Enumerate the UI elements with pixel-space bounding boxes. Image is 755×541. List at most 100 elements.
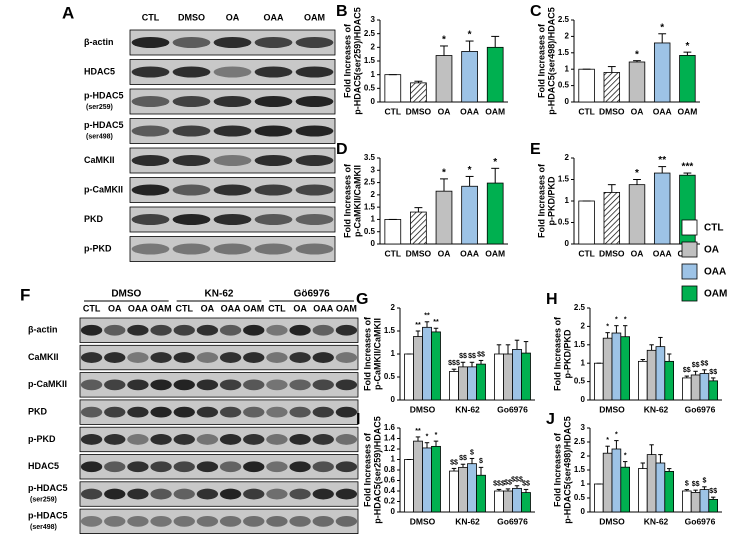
y-tick-label: 2 <box>391 303 396 312</box>
y-tick-label: 1.5 <box>574 465 586 474</box>
y-axis-label: Fold Increases of <box>342 163 352 238</box>
legend-swatch <box>681 219 698 236</box>
blot-band <box>219 434 242 445</box>
blot-band <box>213 66 252 78</box>
blot-band <box>295 243 334 255</box>
blot-band <box>243 515 265 527</box>
bar <box>494 490 504 513</box>
y-tick-label: 1.5 <box>558 175 570 184</box>
lane-label: CTL <box>268 303 286 313</box>
significance: * <box>435 432 438 439</box>
significance: $$$ <box>448 360 460 367</box>
blot-band <box>131 184 170 196</box>
blot-band <box>243 352 265 363</box>
blot-band <box>131 243 170 255</box>
blot-label: p-HDAC5 <box>28 510 68 520</box>
x-tick-label: DMSO <box>410 516 436 526</box>
blot-band <box>104 379 126 391</box>
y-tick-label: 0.4 <box>384 486 396 495</box>
y-tick-label: 3 <box>581 423 586 432</box>
y-tick-label: 3 <box>371 15 376 24</box>
blot-band <box>295 125 334 137</box>
legend-label: CTL <box>704 223 723 234</box>
blot-band <box>295 96 334 107</box>
blot-band <box>243 324 265 336</box>
bar <box>422 447 432 513</box>
significance: $$ <box>459 455 467 462</box>
blot-band <box>150 406 172 418</box>
blot-band <box>150 379 172 391</box>
blot-band <box>289 461 311 473</box>
significance: $$ <box>450 459 458 466</box>
blot-band <box>173 515 195 527</box>
blot-band <box>131 96 170 107</box>
blot-band <box>213 96 252 107</box>
bar <box>384 219 402 245</box>
bar <box>664 470 674 513</box>
group-label: DMSO <box>111 289 141 300</box>
lane-label: OAM <box>151 303 172 313</box>
x-tick-label: DMSO <box>406 106 432 116</box>
blot-sublabel: (ser498) <box>86 133 113 140</box>
blot-sublabel: (ser259) <box>30 497 57 504</box>
y-tick-label: 0.5 <box>384 372 396 381</box>
blot-band <box>312 406 334 418</box>
bar <box>410 82 427 103</box>
bar <box>503 490 513 513</box>
blot-label: β-actin <box>28 325 58 335</box>
significance: $ <box>479 458 483 465</box>
blot-label: β-actin <box>84 37 114 47</box>
bar <box>461 185 478 245</box>
blot-band <box>289 406 311 418</box>
blot-band <box>289 488 311 500</box>
bar <box>664 360 674 401</box>
blot-band <box>172 96 211 107</box>
blot-band <box>219 324 242 336</box>
x-tick-label: DMSO <box>599 404 625 414</box>
blot-band <box>80 515 103 527</box>
y-tick-label: 0.5 <box>558 81 570 90</box>
blot-band <box>131 125 170 137</box>
blot-band <box>172 243 211 255</box>
x-tick-label: OAA <box>460 106 479 116</box>
blot-label: PKD <box>28 407 48 417</box>
bar <box>578 200 595 245</box>
blot-band <box>219 461 242 473</box>
y-axis-label: p-PKD/PKD <box>546 176 556 225</box>
blot-band <box>266 434 288 445</box>
significance: * <box>468 30 472 41</box>
blot-band <box>127 434 149 445</box>
bar <box>620 336 630 401</box>
y-tick-label: 1.2 <box>384 444 396 453</box>
blot-band <box>104 406 126 418</box>
panel-letter: A <box>62 3 74 22</box>
significance: * <box>606 437 609 444</box>
blot-sublabel: (ser498) <box>30 524 57 531</box>
legend-label: OAA <box>704 267 726 278</box>
blot-band <box>266 379 288 391</box>
blot-strip <box>79 454 359 480</box>
legend-swatch <box>681 241 698 258</box>
blot-band <box>196 352 219 363</box>
blot-band <box>150 488 172 500</box>
blot-band <box>254 66 293 78</box>
y-tick-label: 0 <box>371 239 376 248</box>
blot-band <box>172 155 211 166</box>
panel-letter: D <box>336 141 348 158</box>
bar <box>611 332 622 401</box>
blot-strip <box>79 426 359 453</box>
panel-letter: B <box>336 3 348 20</box>
significance: $$ <box>701 361 709 368</box>
bar <box>467 366 477 401</box>
legend-swatch <box>681 285 698 302</box>
bar <box>628 61 646 103</box>
bar <box>602 452 613 513</box>
y-axis-label: Fold Increases of <box>536 163 546 238</box>
blot-band <box>104 434 126 445</box>
significance: * <box>615 317 618 324</box>
significance: $$ <box>683 367 691 374</box>
bar <box>653 172 671 245</box>
bar <box>458 366 468 401</box>
panel-letter: J <box>546 411 555 428</box>
group-label: KN-62 <box>205 289 234 300</box>
